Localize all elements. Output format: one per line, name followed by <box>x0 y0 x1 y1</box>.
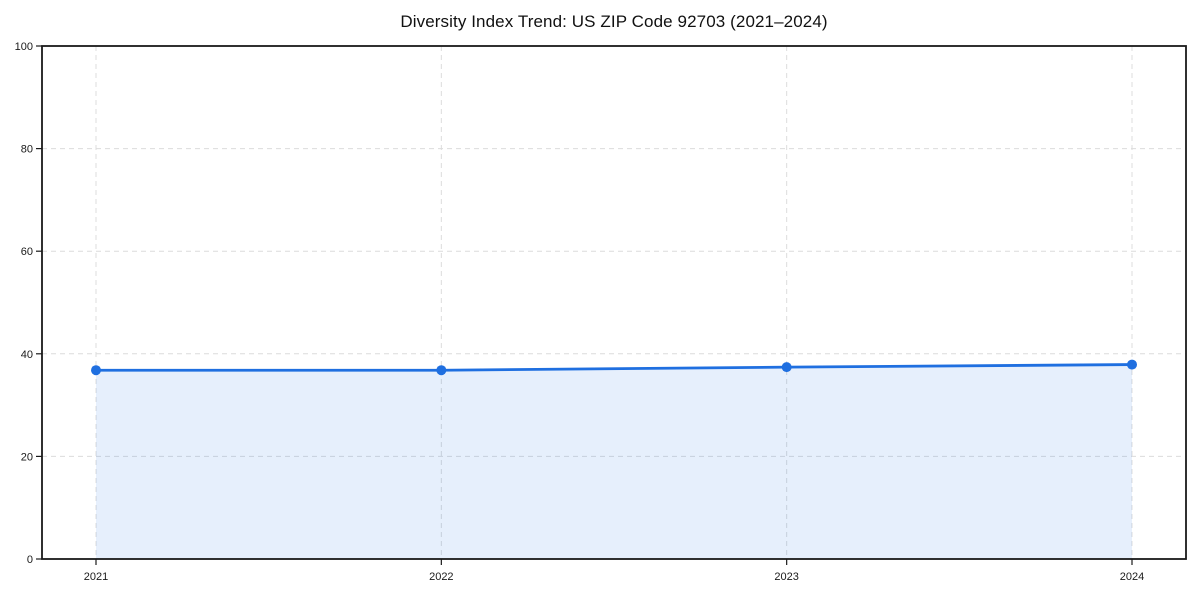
y-tick-label: 60 <box>21 246 33 258</box>
data-point-2023 <box>781 362 792 373</box>
plot-border <box>41 45 1187 560</box>
data-point-2024 <box>1127 359 1137 370</box>
y-tick-label: 20 <box>21 451 33 463</box>
y-tick-label: 0 <box>27 554 33 566</box>
data-point-2022 <box>436 365 447 376</box>
x-tick-label: 2023 <box>774 571 798 583</box>
y-tick-label: 100 <box>15 41 33 53</box>
y-tick-label: 80 <box>21 144 33 156</box>
chart-title: Diversity Index Trend: US ZIP Code 92703… <box>400 12 828 31</box>
x-tick-label: 2021 <box>84 571 108 583</box>
x-tick-label: 2024 <box>1120 571 1144 583</box>
data-point-2021 <box>91 365 101 376</box>
trend-line <box>94 363 1134 372</box>
area-fill <box>96 364 1132 559</box>
x-tick-label: 2022 <box>429 571 453 583</box>
y-tick-label: 40 <box>21 349 33 361</box>
